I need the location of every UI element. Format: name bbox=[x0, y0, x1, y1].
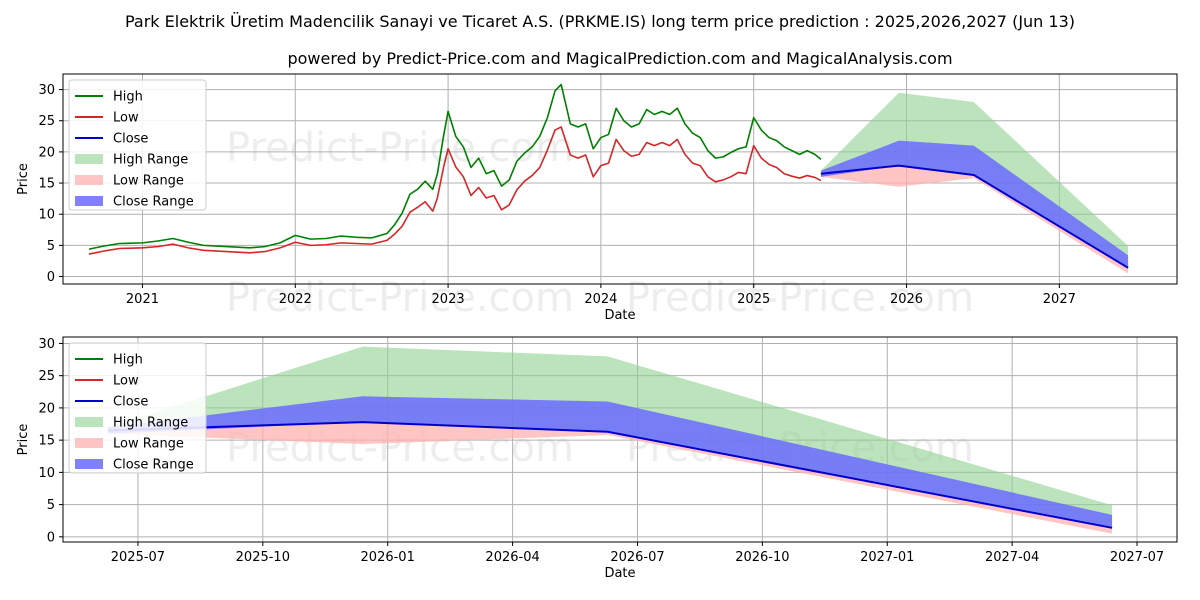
watermark-text: Predict-Price.com bbox=[226, 275, 574, 321]
x-tick-label: 2021 bbox=[126, 292, 159, 307]
plot-frame bbox=[62, 73, 1178, 285]
legend-swatch bbox=[75, 175, 103, 185]
y-tick-label: 25 bbox=[38, 114, 55, 129]
low-range-band bbox=[820, 165, 1129, 274]
y-tick-label: 20 bbox=[38, 145, 55, 160]
y-tick-label: 10 bbox=[38, 208, 55, 223]
legend-label: Low bbox=[113, 374, 139, 389]
legend-label: Close Range bbox=[113, 195, 194, 210]
y-axis-label: Price bbox=[16, 424, 31, 456]
legend-label: High Range bbox=[113, 416, 188, 431]
x-tick-label: 2025-10 bbox=[236, 550, 290, 565]
legend-swatch bbox=[75, 438, 103, 448]
x-tick-label: 2026 bbox=[890, 292, 923, 307]
chart-subtitle: powered by Predict-Price.com and Magical… bbox=[287, 49, 952, 68]
y-tick-label: 30 bbox=[38, 337, 55, 352]
legend-label: Close bbox=[113, 132, 148, 147]
y-axis-label: Price bbox=[16, 163, 31, 195]
legend-label: Close bbox=[113, 395, 148, 410]
high-series-line bbox=[88, 83, 822, 250]
low-range-band bbox=[107, 422, 1113, 534]
high-range-band bbox=[107, 346, 1113, 528]
legend-swatch bbox=[75, 459, 103, 469]
close-range-band bbox=[107, 396, 1113, 528]
low-series-line bbox=[88, 126, 822, 255]
legend-box bbox=[68, 342, 207, 474]
x-axis-label: Date bbox=[604, 566, 635, 581]
y-tick-label: 30 bbox=[38, 83, 55, 98]
x-axis-label: Date bbox=[604, 308, 635, 323]
x-tick-label: 2023 bbox=[432, 292, 465, 307]
x-tick-label: 2027-04 bbox=[985, 550, 1039, 565]
legend-label: Low bbox=[113, 111, 139, 126]
y-tick-label: 0 bbox=[47, 270, 55, 285]
chart-title: Park Elektrik Üretim Madencilik Sanayi v… bbox=[125, 12, 1075, 31]
legend-label: Close Range bbox=[113, 458, 194, 473]
top-plot: Predict-Price.com Predict-Price.com Predic… bbox=[16, 73, 1178, 323]
x-tick-label: 2027-07 bbox=[1110, 550, 1164, 565]
legend: High Low Close High Range Low Range Close Ran… bbox=[68, 79, 207, 211]
legend-swatch bbox=[75, 154, 103, 164]
y-tick-label: 5 bbox=[47, 498, 55, 513]
legend: High Low Close High Range Low Range Close Ran… bbox=[68, 342, 207, 474]
x-tick-label: 2026-10 bbox=[735, 550, 789, 565]
x-tick-label: 2022 bbox=[279, 292, 312, 307]
y-tick-label: 25 bbox=[38, 369, 55, 384]
y-tick-label: 5 bbox=[47, 239, 55, 254]
x-tick-label: 2025-07 bbox=[111, 550, 165, 565]
x-tick-label: 2025 bbox=[737, 292, 770, 307]
legend-label: High bbox=[113, 353, 143, 368]
plot-frame bbox=[62, 336, 1178, 543]
y-tick-label: 20 bbox=[38, 401, 55, 416]
legend-label: High bbox=[113, 90, 143, 105]
x-tick-label: 2026-07 bbox=[610, 550, 664, 565]
legend-swatch bbox=[75, 417, 103, 427]
y-tick-label: 15 bbox=[38, 177, 55, 192]
watermark-text: Predict-Price.com bbox=[226, 125, 574, 171]
x-tick-label: 2027-01 bbox=[860, 550, 914, 565]
x-tick-label: 2026-04 bbox=[485, 550, 539, 565]
y-tick-label: 15 bbox=[38, 434, 55, 449]
legend-label: High Range bbox=[113, 153, 188, 168]
x-tick-label: 2026-01 bbox=[361, 550, 415, 565]
x-tick-label: 2024 bbox=[584, 292, 617, 307]
legend-label: Low Range bbox=[113, 437, 184, 452]
bottom-plot: Predict-Price.comPredict-Price.com051015… bbox=[16, 336, 1178, 581]
legend-label: Low Range bbox=[113, 174, 184, 189]
legend-swatch bbox=[75, 196, 103, 206]
high-range-band bbox=[820, 92, 1129, 268]
watermark-text: Predict-Price.com bbox=[626, 275, 974, 321]
x-tick-label: 2027 bbox=[1043, 292, 1076, 307]
close-forecast-line bbox=[820, 164, 1129, 269]
y-tick-label: 0 bbox=[47, 530, 55, 545]
y-tick-label: 10 bbox=[38, 466, 55, 481]
close-forecast-line bbox=[107, 421, 1113, 529]
close-range-band bbox=[820, 140, 1129, 268]
legend-box bbox=[68, 79, 207, 211]
